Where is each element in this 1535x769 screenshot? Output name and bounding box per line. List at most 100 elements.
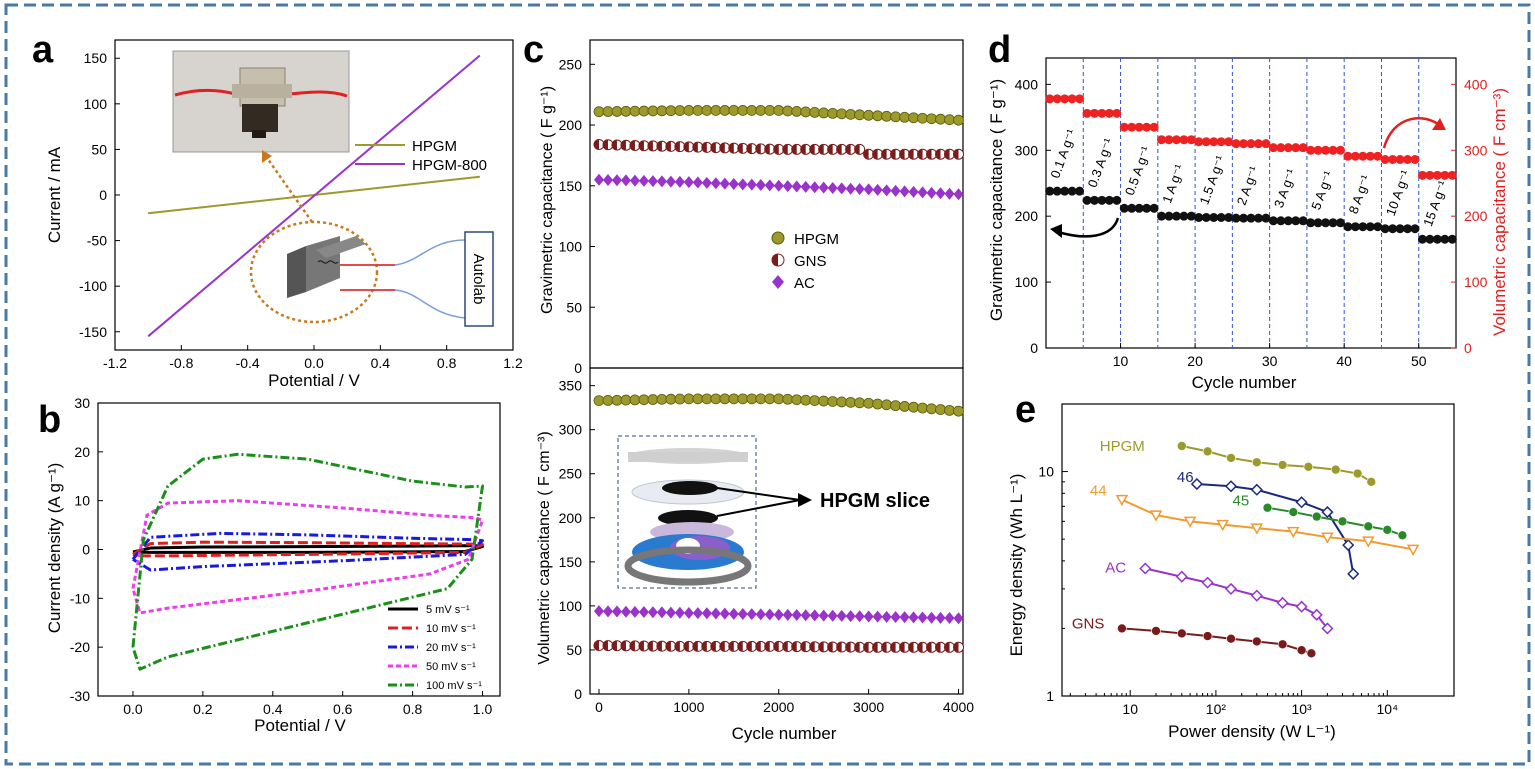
panel-b: 0.0 0.2 0.4 0.6 0.8 1.0 -30 -20 -10 0 10 20 30 Poten… <box>45 395 501 735</box>
panel-c-marker-ac <box>611 174 622 187</box>
panel-d-y-tick-label: 300 <box>1015 142 1039 158</box>
panel-d-volumetric-point <box>1380 155 1390 164</box>
panel-c-marker-ac <box>899 185 910 198</box>
panel-d-gravimetric-point <box>1209 213 1219 222</box>
panel-c-x-tick-label: 4000 <box>943 699 974 715</box>
panel-d-volumetric-point <box>1231 139 1241 149</box>
panel-d-rate-label: 0.1 A g⁻¹ <box>1047 127 1079 181</box>
panel-c-marker-hpgm <box>683 393 695 405</box>
panel-c-top-y-tick-label: 0 <box>574 360 582 376</box>
panel-d-x-tick-label: 30 <box>1262 353 1278 369</box>
panel-e-marker <box>1406 544 1420 556</box>
panel-c-marker-gns-half <box>881 149 887 160</box>
panel-c-marker-ac <box>746 178 757 191</box>
panel-d-volumetric-point <box>1425 170 1435 180</box>
panel-c-top-frame <box>589 39 964 369</box>
panel-c-marker-ac <box>818 181 829 194</box>
panel-c-slice-pointer <box>716 487 801 501</box>
panel-c-marker-ac <box>620 605 631 618</box>
panel-c-marker-gns-half <box>719 641 725 652</box>
panel-c-marker-ac <box>944 187 955 200</box>
panel-c-marker-ac <box>602 173 613 186</box>
panel-d-gravimetric-point <box>1045 186 1055 196</box>
panel-e-marker <box>1296 645 1307 655</box>
panel-letter-e: e <box>1015 389 1036 431</box>
panel-c-marker-gns-half <box>728 641 734 652</box>
panel-c-marker-gns-half <box>629 640 635 651</box>
panel-b-y-tick-label: 0 <box>82 542 90 558</box>
panel-c-marker-hpgm <box>620 394 632 406</box>
panel-c-marker-gns-half <box>746 143 752 154</box>
panel-e-marker <box>1352 468 1363 479</box>
panel-b-y-tick-label: -10 <box>70 590 90 606</box>
panel-d-y-label: Gravimetric capacitance ( F g⁻¹) <box>987 79 1006 321</box>
panel-e-series-label: GNS <box>1072 615 1105 632</box>
panel-d-gravimetric-point <box>1052 186 1062 196</box>
panel-c-marker-ac <box>818 609 829 622</box>
panel-c-marker-hpgm <box>863 109 875 121</box>
panel-c-marker-gns-half <box>692 641 698 652</box>
panel-d-gravimetric-point <box>1432 234 1442 244</box>
panel-e-marker <box>1288 507 1299 517</box>
panel-c-marker-hpgm <box>917 402 928 414</box>
panel-c-marker-gns-half <box>701 641 707 652</box>
panel-c-marker-ac <box>845 182 856 195</box>
panel-d-y2-tick-label: 100 <box>1464 274 1488 290</box>
panel-c-top-y-tick-label: 150 <box>559 178 583 194</box>
panel-c-marker-ac <box>782 608 793 621</box>
panel-c-marker-hpgm <box>710 393 722 405</box>
panel-a-y-tick-label: -100 <box>79 278 107 294</box>
panel-c-marker-ac <box>737 178 748 191</box>
panel-c-marker-hpgm <box>818 107 830 119</box>
panel-c-marker-hpgm <box>737 393 749 405</box>
panel-c-marker-hpgm <box>935 113 946 125</box>
panel-c-legend: HPGM GNS AC <box>771 231 839 292</box>
panel-c-marker-gns-half <box>845 642 851 653</box>
panel-c-marker-gns-half <box>683 141 689 152</box>
panel-a-x-tick-label: -0.8 <box>169 355 193 371</box>
panel-c-marker-ac <box>629 605 640 618</box>
panel-c-marker-hpgm <box>629 105 641 117</box>
panel-b-cv-loop-1 <box>132 540 485 558</box>
panel-d-gravimetric-point <box>1179 211 1189 221</box>
panel-d-gravimetric-point <box>1067 186 1077 196</box>
panel-e-marker <box>1342 539 1355 552</box>
panel-c-marker-ac <box>773 608 784 621</box>
panel-a-y-tick-label: 50 <box>91 141 107 157</box>
panel-d-volumetric-point <box>1403 155 1413 164</box>
panel-d-gravimetric-point <box>1380 224 1390 234</box>
panel-b-y-tick-label: -20 <box>70 639 90 655</box>
panel-c-marker-gns-half <box>854 144 860 155</box>
panel-c-marker-ac <box>935 187 946 200</box>
panel-c-marker-hpgm <box>683 105 695 116</box>
panel-d-right-arrowhead <box>1432 118 1446 130</box>
panel-c-marker-hpgm <box>899 401 910 412</box>
panel-d-volumetric-point <box>1179 135 1189 145</box>
panel-d-y2-tick-label: 0 <box>1464 340 1472 356</box>
panel-c-marker-hpgm <box>836 108 848 120</box>
panel-c-marker-gns-half <box>665 141 671 152</box>
panel-d-rate-label: 2 A g⁻¹ <box>1234 164 1262 207</box>
panel-c-marker-gns-half <box>701 142 707 153</box>
panel-d-volumetric-point <box>1164 135 1174 145</box>
panel-c-marker-ac <box>755 179 766 192</box>
panel-c-marker-ac <box>872 183 883 196</box>
panel-d-y-tick-label: 400 <box>1015 76 1039 92</box>
panel-c-marker-hpgm <box>629 394 641 406</box>
panel-d-volumetric-point <box>1358 151 1368 161</box>
panel-c-slice-arrowhead <box>798 493 812 507</box>
panel-d-volumetric-point <box>1261 139 1271 149</box>
panel-e-marker <box>1250 483 1263 496</box>
panel-c-marker-ac <box>674 175 685 188</box>
panel-c-bottom-y-tick-label: 50 <box>566 642 582 658</box>
panel-d-volumetric-point <box>1224 137 1234 147</box>
panel-c-marker-hpgm <box>656 105 668 117</box>
panel-c-marker-ac <box>764 608 775 621</box>
panel-c-marker-ac <box>854 183 865 196</box>
panel-c-marker-hpgm <box>647 394 659 405</box>
panel-c-marker-hpgm <box>845 396 857 408</box>
panel-c-marker-ac <box>692 176 703 189</box>
panel-c-marker-ac <box>764 179 775 192</box>
panel-c-top-y-tick-label: 100 <box>559 239 583 255</box>
panel-c-marker-ac <box>854 610 865 623</box>
